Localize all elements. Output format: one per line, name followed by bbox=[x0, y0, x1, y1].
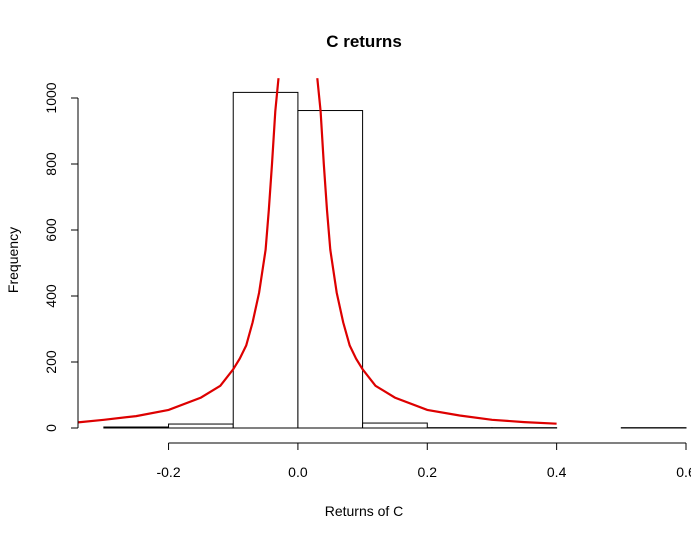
histogram-bar-1 bbox=[169, 424, 234, 428]
histogram-bar-3 bbox=[298, 111, 363, 428]
x-tick-label: 0.0 bbox=[288, 464, 308, 480]
y-tick-label: 200 bbox=[43, 350, 59, 374]
y-tick-label: 400 bbox=[43, 284, 59, 308]
x-tick-label: 0.2 bbox=[418, 464, 438, 480]
x-axis: -0.2 0.0 0.2 0.4 0.6 bbox=[156, 443, 691, 480]
y-tick-label: 0 bbox=[43, 424, 59, 432]
histogram-bar-4 bbox=[363, 423, 428, 428]
chart-title: C returns bbox=[326, 32, 402, 51]
histogram-bars bbox=[104, 92, 686, 428]
y-axis-label: Frequency bbox=[5, 227, 21, 293]
histogram-bar-2 bbox=[233, 92, 298, 428]
y-axis: 0 200 400 600 800 1000 bbox=[43, 82, 78, 432]
y-tick-label: 600 bbox=[43, 218, 59, 242]
histogram-bar-0 bbox=[104, 427, 169, 428]
x-tick-label: 0.6 bbox=[676, 464, 691, 480]
y-tick-label: 800 bbox=[43, 152, 59, 176]
x-tick-label: -0.2 bbox=[156, 464, 180, 480]
x-axis-label: Returns of C bbox=[325, 503, 404, 519]
x-tick-label: 0.4 bbox=[547, 464, 567, 480]
y-tick-label: 1000 bbox=[43, 82, 59, 113]
